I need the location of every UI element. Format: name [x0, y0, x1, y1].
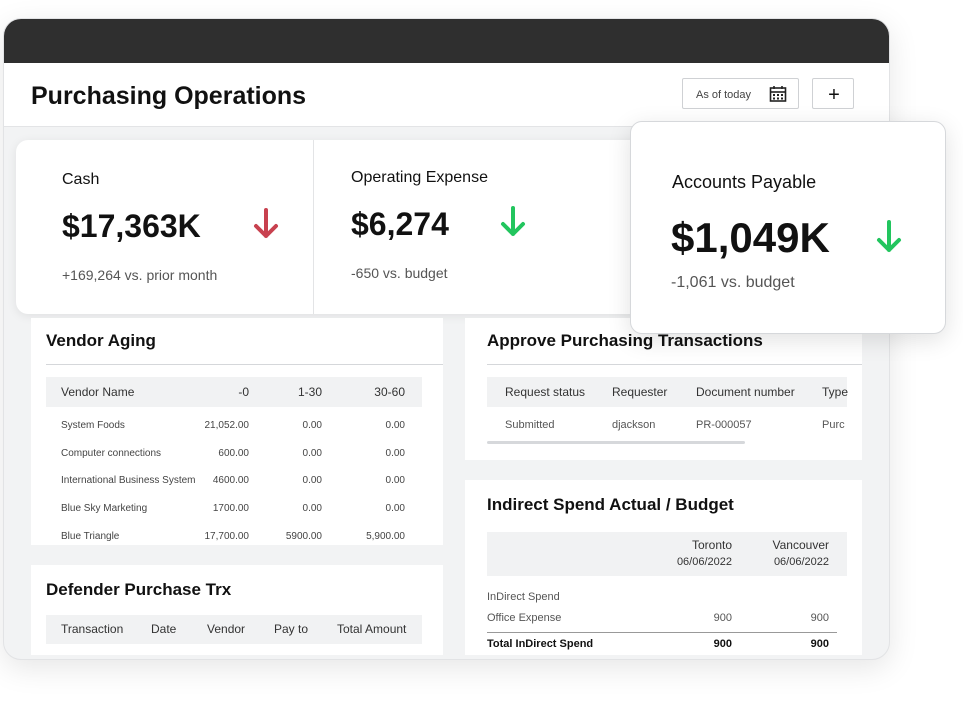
column-header: Document number	[696, 385, 795, 399]
total-rule	[487, 632, 837, 633]
table-cell: 0.00	[302, 447, 322, 459]
table-cell: djackson	[612, 418, 656, 431]
total-cell: 900	[810, 637, 829, 650]
kpi-label: Operating Expense	[351, 169, 488, 186]
title-rule	[46, 364, 443, 365]
table-header	[46, 615, 422, 644]
table-cell: 900	[713, 611, 732, 624]
panel-title: Vendor Aging	[46, 330, 156, 350]
column-header: Date	[151, 622, 177, 636]
table-cell: 600.00	[218, 447, 249, 459]
column-header: 1-30	[297, 385, 322, 399]
date-filter-label: As of today	[696, 88, 752, 101]
table-cell: 21,052.00	[204, 420, 250, 431]
kpi-label: Accounts Payable	[672, 172, 817, 192]
table-cell: System Foods	[61, 420, 125, 431]
table-cell: Purc	[822, 418, 845, 431]
calendar-icon	[769, 86, 787, 102]
table-cell: Blue Triangle	[61, 530, 120, 542]
kpi-label: Cash	[62, 171, 100, 188]
trend-arrow	[501, 206, 525, 236]
date-filter[interactable]: As of today	[682, 78, 799, 109]
table-cell: 0.00	[385, 447, 405, 459]
panel: Vendor Aging Vendor Name -0 1-30 30-60 System…	[31, 318, 443, 545]
add-button-label: +	[828, 84, 840, 106]
table-cell: 17,700.00	[204, 530, 250, 542]
column-header: Vancouver	[772, 538, 829, 552]
column-header: Request status	[505, 385, 586, 399]
panel-title: Defender Purchase Trx	[46, 579, 232, 599]
column-header: Type	[822, 385, 849, 399]
kpi-delta: +169,264 vs. prior month	[62, 267, 218, 283]
table-cell: Submitted	[505, 418, 555, 431]
table-cell: 0.00	[385, 503, 405, 515]
table-cell: Blue Sky Marketing	[61, 503, 148, 515]
table-cell: 4600.00	[212, 475, 249, 487]
table-cell: PR-000057	[696, 418, 752, 431]
column-header: Vendor Name	[61, 385, 135, 399]
table-cell: 1700.00	[212, 503, 249, 515]
column-date: 06/06/2022	[676, 555, 732, 568]
table-cell: Computer connections	[61, 447, 162, 459]
table-cell: International Business System	[61, 475, 196, 487]
column-header: -0	[238, 385, 249, 399]
table-cell: 5900.00	[285, 530, 322, 542]
kpi-value: $6,274	[351, 206, 449, 242]
kpi-delta: -650 vs. budget	[351, 265, 448, 281]
title-rule	[487, 364, 862, 365]
table-cell: InDirect Spend	[487, 590, 560, 603]
panel: Defender Purchase Trx Transaction Date Vend…	[31, 565, 443, 655]
table-header	[487, 377, 847, 407]
column-header: Vendor	[207, 622, 246, 636]
trend-arrow	[877, 220, 901, 252]
column-header: Transaction	[61, 622, 124, 636]
kpi-card-highlight: Accounts Payable $1,049K -1,061 vs. budget	[630, 121, 946, 334]
column-date: 06/06/2022	[773, 555, 829, 568]
table-cell: Office Expense	[487, 611, 562, 624]
divider	[313, 140, 314, 314]
table-cell: 0.00	[385, 420, 405, 431]
panel: Approve Purchasing Transactions Request s…	[465, 318, 862, 460]
title-bar	[4, 19, 889, 63]
page-title: Purchasing Operations	[31, 81, 307, 110]
column-header: 30-60	[374, 385, 405, 399]
trend-arrow	[254, 208, 278, 238]
column-header: Pay to	[274, 622, 309, 636]
kpi-card: Cash $17,363K +169,264 vs. prior month Oper…	[16, 140, 646, 314]
total-cell: 900	[713, 637, 732, 650]
table-cell: 0.00	[385, 475, 405, 487]
column-header: Toronto	[691, 538, 732, 552]
table-cell: 5,900.00	[366, 530, 405, 542]
table-header	[46, 377, 422, 407]
kpi-value: $17,363K	[62, 208, 201, 244]
panel-title: Approve Purchasing Transactions	[487, 330, 763, 350]
table-cell: 0.00	[302, 503, 322, 515]
table-header	[487, 532, 847, 576]
table-cell: 0.00	[302, 420, 322, 431]
table-cell: 0.00	[302, 475, 322, 487]
total-cell: Total InDirect Spend	[487, 637, 594, 650]
scrollbar	[487, 441, 745, 444]
column-header: Requester	[612, 385, 668, 399]
kpi-value: $1,049K	[671, 214, 830, 261]
column-header: Total Amount	[337, 622, 407, 636]
table-cell: 900	[810, 611, 829, 624]
kpi-delta: -1,061 vs. budget	[671, 274, 795, 291]
panel-title: Indirect Spend Actual / Budget	[487, 494, 734, 514]
add-button[interactable]: +	[812, 78, 854, 109]
panel: Indirect Spend Actual / Budget Toronto 06/…	[465, 480, 862, 655]
